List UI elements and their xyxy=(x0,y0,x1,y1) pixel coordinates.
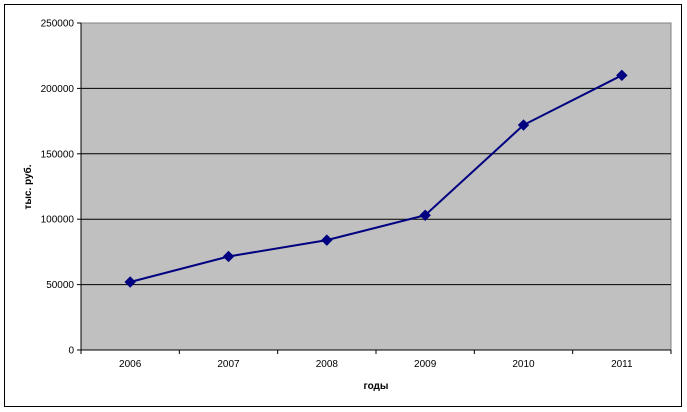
series-line xyxy=(129,74,623,283)
y-tick-label: 200000 xyxy=(41,84,75,95)
x-tick-label: 2006 xyxy=(119,359,142,370)
y-tick-label: 250000 xyxy=(41,19,75,30)
x-ticks: 2006 2007 2008 2009 2010 2011 xyxy=(80,350,672,370)
data-point-marker xyxy=(517,119,530,131)
x-tick-label: 2011 xyxy=(611,359,633,370)
x-axis-title: годы xyxy=(364,381,389,392)
data-point-marker xyxy=(124,276,136,288)
y-axis-title: тыс. руб. xyxy=(22,164,34,209)
gridlines xyxy=(81,87,671,286)
series-group xyxy=(124,69,628,288)
x-tick-label: 2007 xyxy=(217,359,240,370)
data-point-marker xyxy=(222,250,235,263)
y-tick-label: 50000 xyxy=(46,280,74,291)
y-ticks: 0 50000 100000 150000 200000 250000 xyxy=(41,19,81,357)
data-point-marker xyxy=(419,209,431,221)
data-point-marker xyxy=(321,234,333,246)
plot-area xyxy=(80,22,672,351)
x-tick-label: 2008 xyxy=(316,359,339,370)
data-point-marker xyxy=(616,69,628,82)
y-tick-label: 0 xyxy=(68,346,74,357)
y-tick-label: 150000 xyxy=(41,149,75,160)
x-tick-label: 2009 xyxy=(414,359,437,370)
y-tick-label: 100000 xyxy=(41,215,75,226)
x-tick-label: 2010 xyxy=(512,359,535,370)
